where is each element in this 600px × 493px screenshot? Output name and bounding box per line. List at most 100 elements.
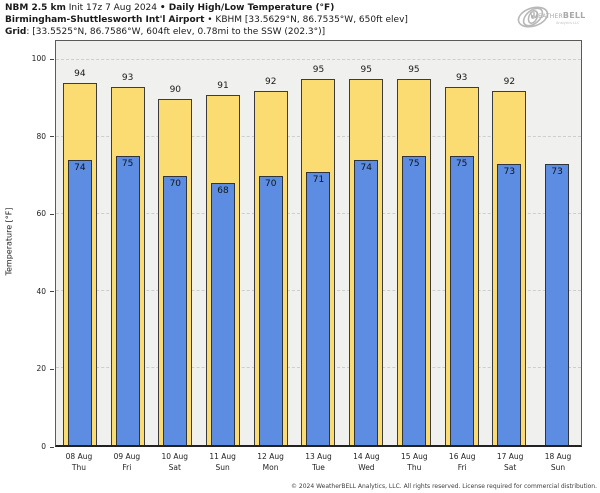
- high-value-label: 92: [265, 77, 277, 88]
- high-value-label: 93: [455, 73, 468, 84]
- x-axis: 08 Aug Thu 09 Aug Fri 10 Aug Sat 11 Aug Sun 12 A…: [55, 451, 582, 477]
- x-tick-label-14-Aug: 14 Aug Wed: [342, 451, 390, 473]
- y-tick-mark-0: [50, 446, 54, 448]
- x-label-day: Fri: [122, 463, 132, 472]
- bar-group-11-Aug: 91 68: [199, 41, 247, 445]
- logo-weather-text: Weather: [530, 11, 563, 20]
- low-value-label: 75: [121, 159, 134, 170]
- x-tick-label-10-Aug: 10 Aug Sat: [151, 451, 199, 473]
- low-value-label: 70: [265, 178, 277, 189]
- y-tick-label-20: 20: [36, 364, 46, 374]
- low-bar: 75: [401, 156, 426, 445]
- low-value-label: 73: [551, 167, 563, 178]
- bar-group-09-Aug: 93 75: [104, 41, 152, 445]
- low-bar: 68: [211, 183, 236, 445]
- low-value-label: 75: [455, 159, 468, 170]
- bar-group-13-Aug: 95 71: [295, 41, 343, 445]
- y-tick-label-100: 100: [31, 54, 46, 64]
- x-label-day: Wed: [358, 463, 375, 472]
- x-label-date: 18 Aug: [544, 452, 572, 461]
- y-tick-label-40: 40: [36, 286, 46, 296]
- low-bar: 74: [67, 160, 92, 445]
- x-label-date: 14 Aug: [353, 452, 380, 461]
- high-value-label: 95: [312, 65, 325, 76]
- bar-group-16-Aug: 93 75: [438, 41, 486, 445]
- model-name: NBM 2.5 km: [5, 3, 66, 13]
- hurricane-swirl-icon: [517, 6, 549, 28]
- bar-group-12-Aug: 92 70: [247, 41, 295, 445]
- x-label-date: 17 Aug: [496, 452, 524, 461]
- high-value-label: 94: [74, 69, 86, 80]
- x-label-day: Sun: [550, 463, 566, 472]
- y-tick-mark-80: [50, 136, 54, 138]
- low-bar: 73: [497, 164, 522, 445]
- low-bar: 70: [258, 175, 283, 445]
- y-tick-label-80: 80: [36, 131, 46, 141]
- low-bar: 73: [545, 164, 570, 445]
- x-label-date: 08 Aug: [65, 452, 93, 461]
- x-tick-label-11-Aug: 11 Aug Sun: [199, 451, 247, 473]
- low-bar: 75: [115, 156, 140, 445]
- bar-group-10-Aug: 90 70: [151, 41, 199, 445]
- y-tick-mark-100: [50, 58, 54, 60]
- plot-area: 94 74 93 75 90 70 91 68 92 70 95 71 95 74 95 75 93 75 92 73…: [55, 40, 582, 447]
- logo-bell-text: BELL: [562, 11, 586, 20]
- high-value-label: 92: [503, 77, 516, 88]
- x-label-day: Sun: [215, 463, 230, 472]
- y-tick-mark-60: [50, 213, 54, 215]
- x-label-day: Tue: [312, 463, 325, 472]
- x-tick-label-09-Aug: 09 Aug Fri: [103, 451, 151, 473]
- x-label-date: 16 Aug: [448, 452, 476, 461]
- bar-group-18-Aug: 73: [533, 41, 581, 445]
- low-value-label: 71: [312, 174, 325, 185]
- y-tick-mark-40: [50, 291, 54, 293]
- low-value-label: 70: [169, 178, 182, 189]
- high-value-label: 91: [217, 80, 229, 91]
- high-value-label: 93: [121, 73, 134, 84]
- logo-subtext: Analytics LLC: [556, 21, 580, 25]
- x-label-date: 10 Aug: [161, 452, 189, 461]
- high-value-label: 95: [360, 65, 372, 76]
- low-value-label: 74: [360, 163, 372, 174]
- low-bar: 71: [306, 171, 331, 445]
- x-tick-label-13-Aug: 13 Aug Tue: [295, 451, 343, 473]
- x-label-date: 11 Aug: [209, 452, 236, 461]
- x-label-day: Mon: [262, 463, 279, 472]
- bar-group-15-Aug: 95 75: [390, 41, 438, 445]
- grid-label: Grid: [5, 27, 27, 37]
- x-label-day: Thu: [407, 463, 422, 472]
- low-value-label: 75: [408, 159, 420, 170]
- header-line-2: Birmingham-Shuttlesworth Int'l Airport •…: [5, 14, 408, 26]
- high-value-label: 90: [169, 84, 182, 95]
- weatherbell-logo: WeatherBELL Analytics LLC: [516, 2, 594, 32]
- header-line-3: Grid: [33.5525°N, 86.7586°W, 604ft elev,…: [5, 26, 408, 38]
- bar-group-08-Aug: 94 74: [56, 41, 104, 445]
- x-label-day: Thu: [71, 463, 86, 472]
- low-bar: 74: [354, 160, 379, 445]
- x-tick-label-17-Aug: 17 Aug Sat: [486, 451, 534, 473]
- low-value-label: 68: [217, 186, 229, 197]
- chart-type-title: • Daily High/Low Temperature (°F): [159, 3, 335, 13]
- x-tick-label-12-Aug: 12 Aug Mon: [247, 451, 295, 473]
- x-tick-label-15-Aug: 15 Aug Thu: [390, 451, 438, 473]
- x-label-date: 09 Aug: [113, 452, 141, 461]
- high-value-label: 95: [408, 65, 420, 76]
- x-label-day: Sat: [168, 463, 181, 472]
- logo-wordmark: WeatherBELL: [530, 11, 585, 20]
- x-label-date: 15 Aug: [401, 452, 428, 461]
- x-label-day: Sat: [503, 463, 517, 472]
- y-tick-label-0: 0: [41, 442, 46, 451]
- grid-coords: : [33.5525°N, 86.7586°W, 604ft elev, 0.7…: [26, 27, 326, 37]
- x-tick-label-08-Aug: 08 Aug Thu: [55, 451, 103, 473]
- chart-header: NBM 2.5 km Init 17z 7 Aug 2024 • Daily H…: [5, 2, 408, 38]
- station-coords: • KBHM [33.5629°N, 86.7535°W, 650ft elev…: [204, 15, 408, 25]
- station-name: Birmingham-Shuttlesworth Int'l Airport: [5, 15, 205, 25]
- y-tick-label-60: 60: [36, 209, 46, 219]
- bar-group-17-Aug: 92 73: [486, 41, 534, 445]
- low-value-label: 73: [503, 167, 516, 178]
- low-bar: 70: [163, 175, 188, 445]
- low-value-label: 74: [74, 163, 86, 174]
- x-label-day: Fri: [457, 463, 467, 472]
- init-time: Init 17z 7 Aug 2024: [65, 3, 160, 13]
